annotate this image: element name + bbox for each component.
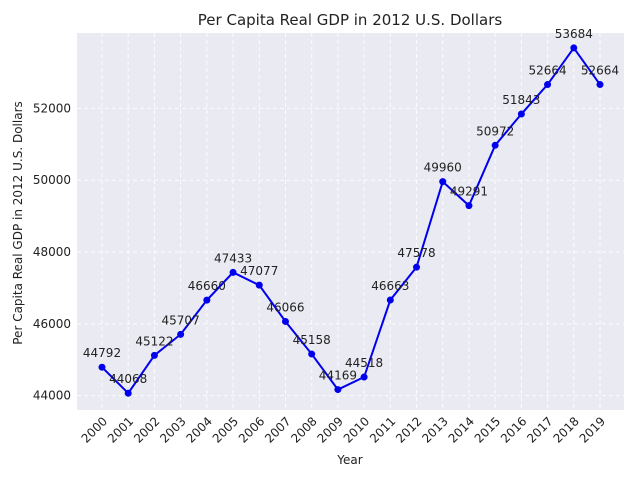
- data-label: 46660: [188, 279, 226, 293]
- data-point: [124, 389, 132, 397]
- y-tick-label: 50000: [33, 173, 71, 187]
- data-point: [150, 351, 158, 359]
- x-tick-label: 2017: [524, 414, 555, 445]
- x-tick-label: 2010: [341, 414, 372, 445]
- data-point: [203, 296, 211, 304]
- series-layer: [98, 44, 604, 397]
- y-tick-label: 52000: [33, 101, 71, 115]
- series-line: [101, 46, 601, 395]
- data-point: [177, 330, 185, 338]
- x-tick-label: 2013: [419, 414, 450, 445]
- x-tick-label: 2009: [315, 414, 346, 445]
- data-label: 44068: [109, 372, 147, 386]
- data-label: 46066: [266, 300, 304, 314]
- data-point: [491, 141, 499, 149]
- data-point: [413, 263, 421, 271]
- data-point: [517, 110, 525, 118]
- x-tick-label: 2012: [393, 414, 424, 445]
- data-label: 53684: [555, 27, 593, 41]
- data-point: [98, 363, 106, 371]
- data-label: 45122: [135, 334, 173, 348]
- data-label: 47433: [214, 251, 252, 265]
- data-label: 52664: [528, 64, 566, 78]
- data-label: 51843: [502, 93, 540, 107]
- x-axis-label: Year: [336, 453, 362, 467]
- data-point: [465, 202, 473, 210]
- data-point: [544, 81, 552, 89]
- x-tick-label: 2011: [367, 414, 398, 445]
- y-tick-label: 44000: [33, 389, 71, 403]
- x-tick-label: 2008: [288, 414, 319, 445]
- x-tick-label: 2015: [472, 414, 503, 445]
- x-tick-label: 2001: [105, 414, 136, 445]
- y-axis-ticks: 44000 46000 48000 50000 52000: [33, 101, 71, 402]
- data-point: [255, 281, 263, 289]
- x-tick-label: 2007: [262, 414, 293, 445]
- chart-title: Per Capita Real GDP in 2012 U.S. Dollars: [198, 11, 503, 29]
- y-axis-label: Per Capita Real GDP in 2012 U.S. Dollars: [11, 101, 25, 345]
- x-tick-label: 2006: [236, 414, 267, 445]
- data-label: 50972: [476, 124, 514, 138]
- data-point: [596, 81, 604, 89]
- data-point: [308, 350, 316, 358]
- grid: [77, 33, 624, 410]
- x-tick-label: 2002: [131, 414, 162, 445]
- data-label: 45158: [293, 333, 331, 347]
- data-label: 44169: [319, 369, 357, 383]
- y-tick-label: 48000: [33, 245, 71, 259]
- x-tick-label: 2016: [498, 414, 529, 445]
- plot-area: [77, 33, 624, 410]
- data-point: [229, 268, 237, 276]
- data-label: 45707: [162, 313, 200, 327]
- x-tick-label: 2004: [183, 414, 214, 445]
- x-tick-label: 2003: [157, 414, 188, 445]
- data-point: [439, 178, 447, 186]
- data-point: [360, 373, 368, 381]
- data-label: 46663: [371, 279, 409, 293]
- data-label: 52664: [581, 64, 619, 78]
- data-label: 47578: [397, 246, 435, 260]
- data-label: 44518: [345, 356, 383, 370]
- data-point: [570, 44, 578, 52]
- data-point: [386, 296, 394, 304]
- x-tick-label: 2000: [79, 414, 110, 445]
- x-axis-ticks: 2000200120022003200420052006200720082009…: [79, 414, 608, 445]
- y-tick-label: 46000: [33, 317, 71, 331]
- x-tick-label: 2018: [550, 414, 581, 445]
- data-label: 49960: [424, 161, 462, 175]
- x-tick-label: 2005: [210, 414, 241, 445]
- data-point: [281, 317, 289, 325]
- data-label: 49291: [450, 185, 488, 199]
- x-tick-label: 2014: [446, 414, 477, 445]
- x-tick-label: 2019: [577, 414, 608, 445]
- data-point: [334, 386, 342, 394]
- data-label: 47077: [240, 264, 278, 278]
- data-label: 44792: [83, 346, 121, 360]
